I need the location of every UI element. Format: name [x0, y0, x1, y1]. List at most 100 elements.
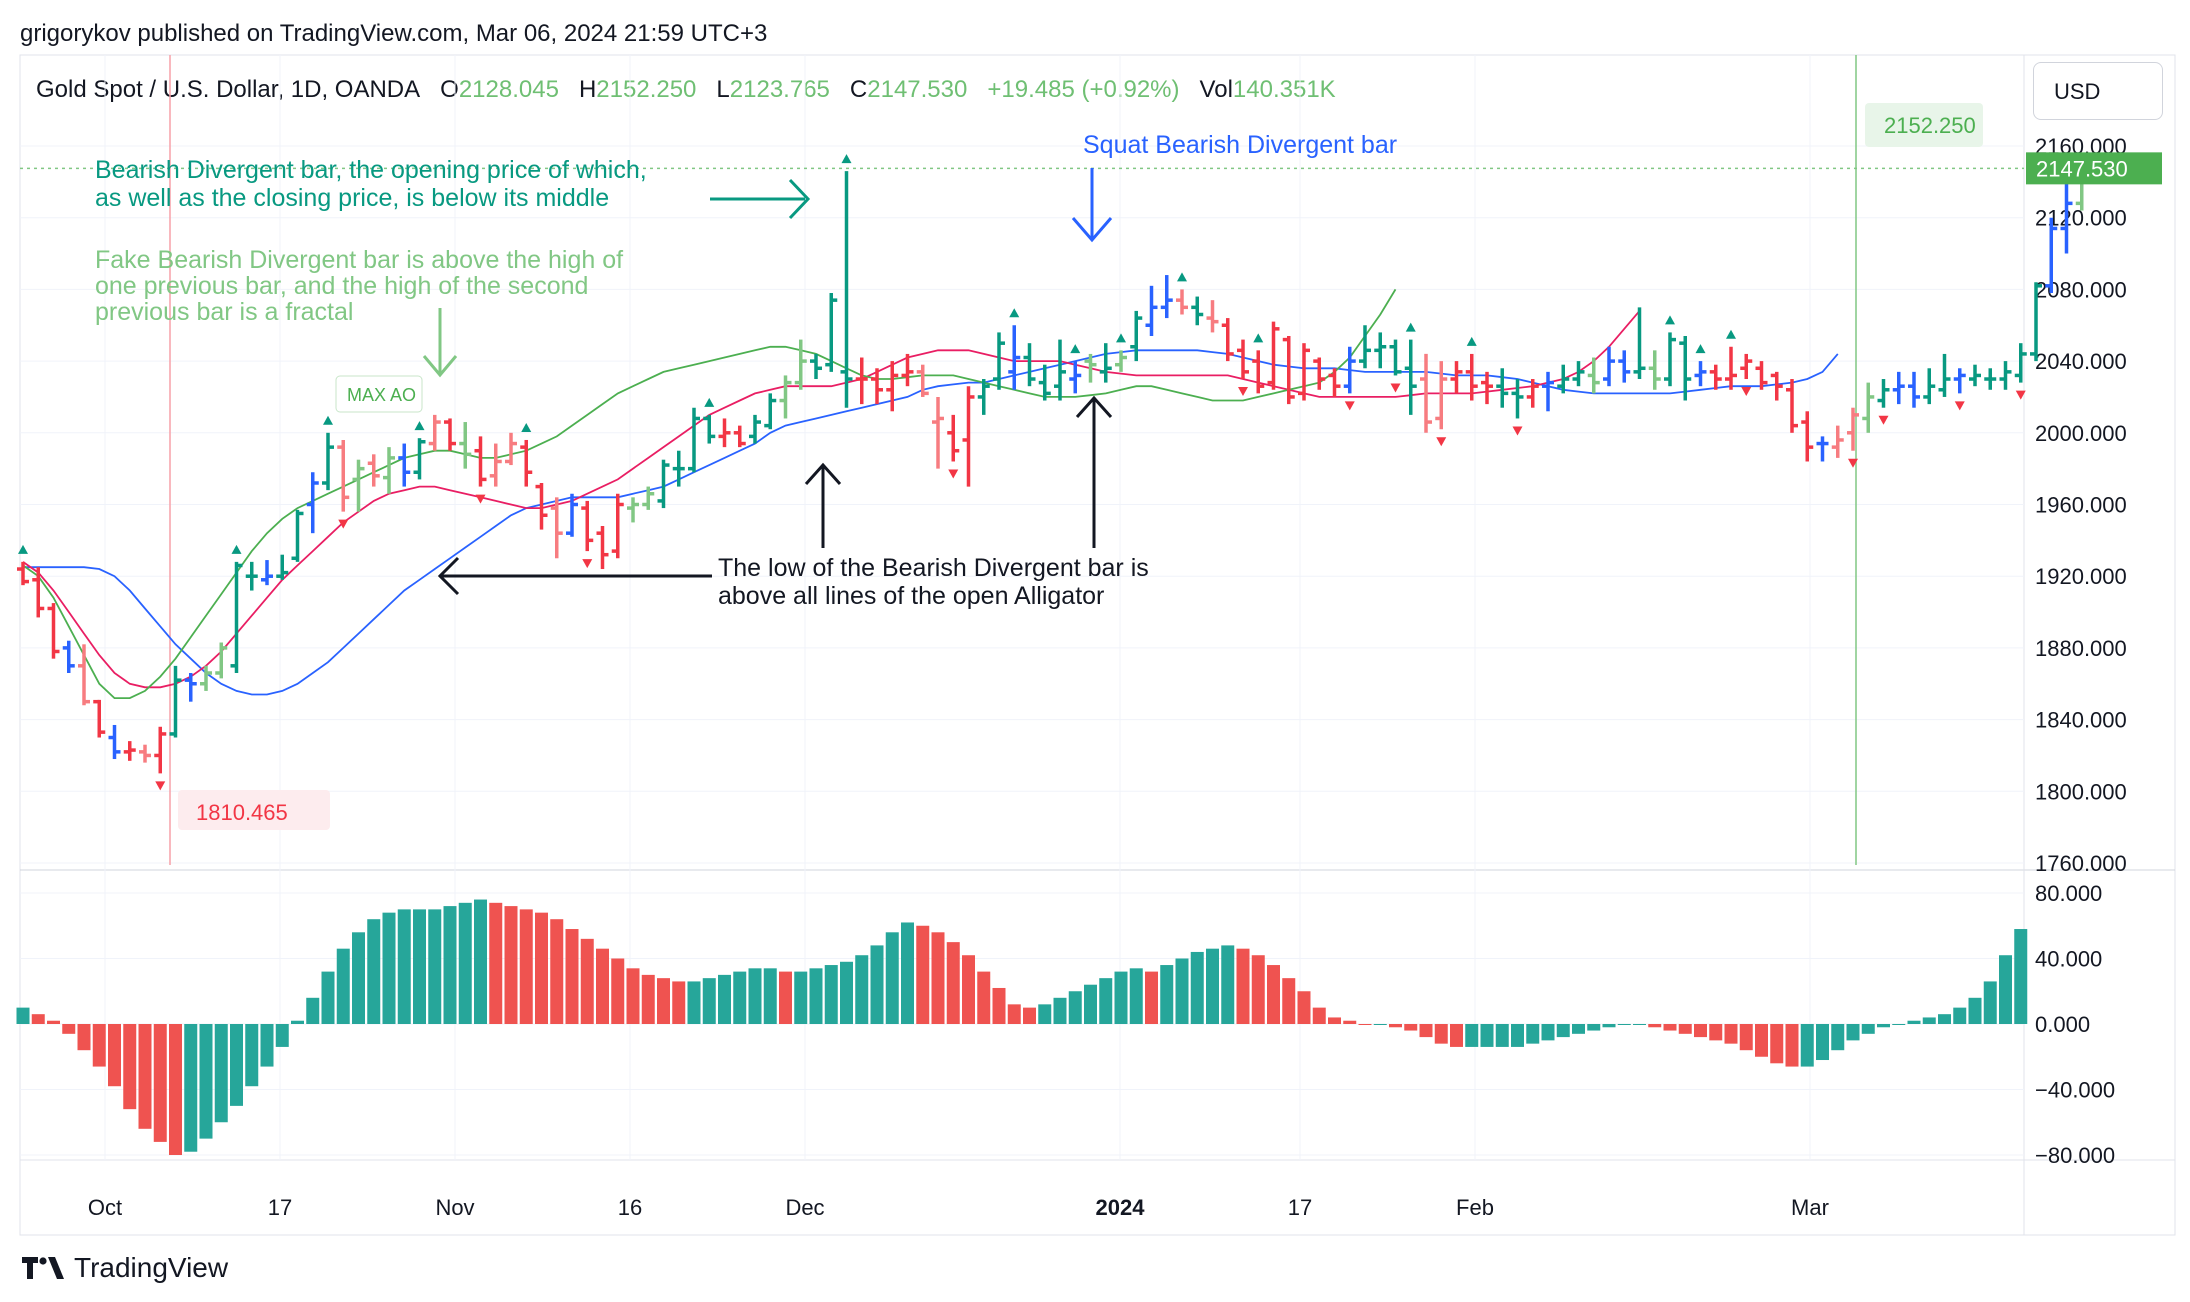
ohlc-bar [1404, 339, 1417, 415]
high-value: 2152.250 [596, 76, 697, 103]
ao-bar [1861, 1024, 1875, 1034]
alligator-jaw-line [23, 349, 1839, 696]
ao-bar [672, 981, 686, 1024]
ohlc-bar [1420, 353, 1432, 433]
time-tick-label: Oct [88, 1195, 122, 1220]
ohlc-bar [1892, 371, 1905, 405]
ohlc-bar [1084, 353, 1097, 383]
ao-tick-label: 0.000 [2035, 1012, 2090, 1037]
ohlc-bar [566, 493, 578, 537]
price-tick-label: 1920.000 [2035, 564, 2127, 589]
ohlc-bar [261, 560, 273, 586]
price-tick-label: 2040.000 [2035, 349, 2127, 374]
ao-bar [108, 1024, 121, 1087]
currency-button[interactable]: USD [2033, 62, 2163, 120]
ao-bar [1572, 1024, 1585, 1034]
fractal-up-marker [1116, 333, 1126, 343]
ohlc-bar [1969, 364, 1981, 387]
annotation-fake-divergent: Fake Bearish Divergent bar is above the … [95, 246, 623, 274]
ohlc-bar [1847, 407, 1859, 451]
ao-bar [1511, 1024, 1524, 1047]
ohlc-bar [1877, 379, 1890, 408]
ao-bar [1084, 984, 1097, 1024]
ohlc-bar [1648, 350, 1661, 390]
ao-bar [1053, 997, 1067, 1024]
ohlc-bar [932, 396, 944, 469]
fractal-markers [18, 154, 2026, 791]
ao-bar [840, 961, 853, 1024]
ohlc-bar [1206, 300, 1219, 333]
ao-bar [1373, 1024, 1387, 1025]
ohlc-bar [520, 439, 533, 487]
annotation-squat-divergent: Squat Bearish Divergent bar [1083, 131, 1397, 159]
ohlc-bar [1237, 339, 1249, 380]
fractal-up-marker [704, 397, 715, 407]
ohlc-bar [871, 368, 883, 405]
ao-bar [443, 906, 457, 1024]
ohlc-bar [245, 561, 258, 591]
ohlc-bar [413, 438, 426, 480]
ao-bar [992, 987, 1006, 1024]
ohlc-bar [596, 526, 609, 570]
ao-bar [1282, 978, 1296, 1024]
ohlc-bar [2014, 343, 2027, 383]
ohlc-bar [352, 459, 365, 512]
tradingview-brand[interactable]: TradingView [22, 1252, 228, 1284]
ao-bar [336, 948, 350, 1024]
ohlc-bar [337, 439, 350, 512]
ohlc-bar [947, 414, 960, 462]
ao-bar [1678, 1024, 1692, 1034]
ohlc-bar [1343, 346, 1356, 394]
ao-bar [138, 1024, 152, 1129]
ohlc-bar [383, 447, 395, 494]
ao-bar [1846, 1024, 1860, 1041]
ao-bar [489, 902, 503, 1024]
price-tick-label: 2000.000 [2035, 421, 2127, 446]
ao-bar [779, 971, 792, 1024]
ao-bar [977, 971, 991, 1024]
ao-bar [1404, 1024, 1418, 1031]
ohlc-bar [1450, 361, 1463, 394]
ao-bar [1465, 1024, 1479, 1047]
fractal-up-marker [1070, 344, 1081, 354]
ohlc-bar [1160, 275, 1173, 319]
ao-bar [474, 899, 487, 1024]
ao-bar [260, 1024, 274, 1067]
ao-bar [1160, 965, 1174, 1024]
ohlc-bar [993, 332, 1005, 390]
symbol-name[interactable]: Gold Spot / U.S. Dollar, 1D, OANDA [36, 76, 421, 103]
ao-bar [1739, 1024, 1753, 1051]
ao-bar [550, 919, 564, 1024]
ao-bar [946, 942, 960, 1024]
ao-bar [382, 912, 396, 1024]
ao-bar [1389, 1024, 1402, 1028]
ohlc-bar [169, 665, 182, 738]
ohlc-bar [1740, 353, 1753, 380]
ohlc-bar [886, 361, 899, 412]
fractal-down-marker [1512, 426, 1523, 436]
ohlc-bar [1923, 368, 1936, 405]
time-tick-label: Nov [435, 1195, 474, 1220]
ao-bar [809, 968, 823, 1024]
ohlc-bar [1633, 307, 1646, 380]
ohlc-bar [428, 414, 441, 451]
ohlc-bars [17, 160, 2088, 774]
ao-bar [230, 1024, 243, 1106]
ohlc-bar [672, 450, 685, 487]
ohlc-bar [139, 744, 151, 763]
fractal-down-marker [1954, 401, 1965, 411]
ao-bar [1968, 997, 1982, 1024]
ohlc-bar [901, 353, 914, 387]
time-axis: Oct 17 Nov 16 Dec 2024 17 Feb Mar [88, 55, 1829, 1220]
ohlc-bar [1328, 368, 1341, 397]
ohlc-bar [718, 418, 731, 448]
ao-bar [1587, 1024, 1601, 1031]
annotation-bearish-divergent: as well as the closing price, is below i… [95, 184, 609, 212]
fractal-up-marker [1726, 329, 1736, 339]
ohlc-bar [474, 436, 487, 487]
ao-bar [1648, 1024, 1662, 1028]
close-value: 2147.530 [867, 76, 968, 103]
ao-bar [1343, 1020, 1357, 1024]
price-tick-label: 1960.000 [2035, 493, 2127, 518]
